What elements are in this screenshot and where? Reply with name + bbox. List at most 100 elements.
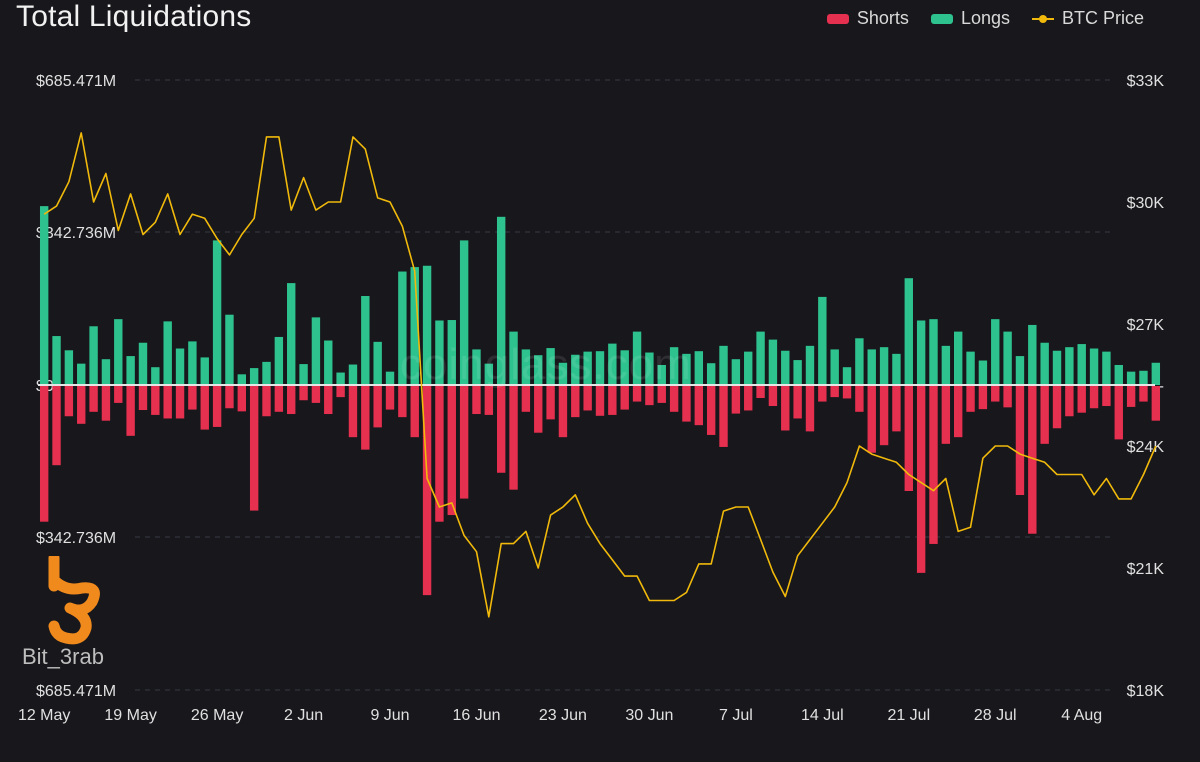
legend-label-shorts: Shorts bbox=[856, 8, 909, 28]
longs-bar bbox=[1065, 347, 1074, 385]
shorts-bar bbox=[546, 386, 555, 420]
longs-bar bbox=[879, 347, 889, 385]
shorts-bar bbox=[657, 386, 666, 403]
longs-bar bbox=[484, 363, 494, 385]
longs-bar bbox=[1126, 371, 1136, 385]
longs-bar bbox=[929, 319, 938, 385]
longs-bar bbox=[1102, 351, 1111, 385]
longs-bar bbox=[299, 364, 308, 385]
longs-bar bbox=[1028, 324, 1037, 385]
shorts-bar bbox=[731, 386, 741, 414]
longs-bar bbox=[657, 364, 666, 385]
shorts-bar bbox=[138, 386, 148, 411]
y-left-tick-label: $342.736M bbox=[36, 530, 116, 547]
y-right-tick-label: $27K bbox=[1127, 317, 1165, 334]
shorts-bar bbox=[978, 386, 988, 410]
shorts-bar bbox=[904, 386, 913, 492]
longs-bar bbox=[818, 296, 827, 385]
longs-bar bbox=[64, 350, 74, 385]
longs-bar bbox=[991, 319, 1000, 385]
longs-bar bbox=[324, 340, 333, 385]
longs-bar bbox=[262, 361, 271, 385]
shorts-bar bbox=[459, 386, 469, 499]
longs-bar bbox=[398, 271, 407, 385]
longs-bar bbox=[669, 347, 679, 385]
shorts-bar bbox=[842, 386, 852, 399]
shorts-bar bbox=[311, 386, 321, 403]
shorts-bar bbox=[422, 386, 432, 596]
longs-bar bbox=[287, 283, 296, 385]
shorts-bar bbox=[1139, 386, 1148, 402]
x-tick-label: 14 Jul bbox=[801, 707, 844, 724]
shorts-bar bbox=[608, 386, 617, 415]
longs-bar bbox=[904, 278, 913, 385]
longs-bar bbox=[595, 351, 605, 385]
legend-swatch-btc-price bbox=[1031, 14, 1054, 23]
shorts-bar bbox=[1015, 386, 1025, 496]
y-right-tick-label: $33K bbox=[1127, 73, 1165, 90]
legend-label-longs: Longs bbox=[960, 8, 1010, 28]
longs-bar bbox=[89, 326, 98, 385]
shorts-bar bbox=[39, 386, 49, 522]
shorts-bar bbox=[410, 386, 419, 438]
legend-item-btc-price[interactable]: BTC Price bbox=[1031, 8, 1144, 29]
longs-bar bbox=[509, 331, 518, 385]
shorts-bar bbox=[521, 386, 531, 412]
shorts-bar bbox=[645, 386, 654, 406]
longs-bar bbox=[706, 363, 716, 385]
shorts-bar bbox=[571, 386, 580, 418]
longs-bar bbox=[682, 353, 691, 385]
longs-bar bbox=[546, 348, 555, 385]
longs-bar bbox=[237, 374, 247, 385]
shorts-bar bbox=[781, 386, 790, 431]
longs-bar bbox=[274, 336, 284, 385]
longs-bar bbox=[558, 362, 568, 385]
longs-bar bbox=[867, 349, 876, 385]
shorts-bar bbox=[77, 386, 86, 424]
shorts-bar bbox=[175, 386, 185, 419]
longs-bar bbox=[521, 349, 531, 385]
legend-swatch-shorts bbox=[826, 13, 849, 24]
shorts-bar bbox=[1065, 386, 1074, 417]
shorts-bar bbox=[435, 386, 444, 522]
longs-bar bbox=[941, 345, 951, 385]
shorts-bar bbox=[756, 386, 765, 399]
longs-bar bbox=[1077, 344, 1086, 385]
shorts-bar bbox=[929, 386, 938, 544]
longs-bar bbox=[410, 267, 419, 385]
shorts-bar bbox=[237, 386, 247, 412]
shorts-bar bbox=[496, 386, 506, 473]
legend-item-longs[interactable]: Longs bbox=[930, 8, 1010, 29]
longs-bar bbox=[422, 265, 432, 385]
y-left-tick-label: $685.471M bbox=[36, 683, 116, 700]
longs-bar bbox=[348, 364, 358, 385]
shorts-bar bbox=[830, 386, 839, 398]
shorts-bar bbox=[694, 386, 704, 426]
longs-bar bbox=[608, 343, 617, 385]
shorts-bar bbox=[52, 386, 61, 466]
bit-3rab-logo-icon bbox=[48, 556, 100, 645]
shorts-bar bbox=[1040, 386, 1049, 444]
legend-item-shorts[interactable]: Shorts bbox=[826, 8, 909, 29]
shorts-bar bbox=[1089, 386, 1099, 409]
longs-bar bbox=[1139, 370, 1148, 385]
shorts-bar bbox=[682, 386, 691, 422]
shorts-bar bbox=[287, 386, 296, 415]
shorts-bar bbox=[163, 386, 172, 419]
shorts-bar bbox=[262, 386, 271, 417]
shorts-bar bbox=[892, 386, 901, 432]
shorts-bar bbox=[373, 386, 382, 428]
x-tick-label: 23 Jun bbox=[539, 707, 587, 724]
longs-bar bbox=[1089, 348, 1099, 385]
x-tick-label: 16 Jun bbox=[452, 707, 500, 724]
longs-bar bbox=[978, 360, 988, 385]
shorts-bar bbox=[484, 386, 494, 415]
shorts-bar bbox=[385, 386, 395, 410]
y-right-tick-label: $24K bbox=[1127, 439, 1165, 456]
longs-bar bbox=[447, 320, 456, 385]
shorts-bar bbox=[89, 386, 98, 412]
longs-bar bbox=[1003, 331, 1012, 385]
longs-bar bbox=[694, 351, 704, 385]
longs-bar bbox=[249, 368, 259, 385]
shorts-bar bbox=[447, 386, 456, 516]
